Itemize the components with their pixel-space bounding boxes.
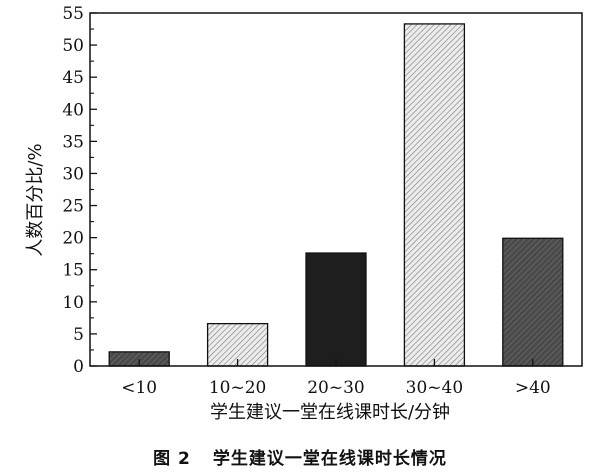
bar-3 xyxy=(403,23,466,367)
figure-title: 学生建议一堂在线课时长情况 xyxy=(212,449,447,469)
x-tick-label: 10~20 xyxy=(209,378,267,398)
y-tick-label: 35 xyxy=(62,132,84,152)
x-tick-label: 30~40 xyxy=(406,378,464,398)
bar-2 xyxy=(305,252,367,367)
bar-4 xyxy=(502,237,564,367)
y-tick-label: 50 xyxy=(62,36,84,56)
figure-number: 图 2 xyxy=(153,449,191,469)
y-tick-label: 55 xyxy=(62,4,84,24)
y-axis-label: 人数百分比/% xyxy=(25,143,46,256)
y-tick-label: 40 xyxy=(62,100,84,120)
x-tick-label: 20~30 xyxy=(307,378,365,398)
y-tick-label: 30 xyxy=(62,164,84,184)
x-axis-label: 学生建议一堂在线课时长/分钟 xyxy=(210,402,450,423)
y-tick-label: 15 xyxy=(62,261,84,281)
y-tick-label: 20 xyxy=(62,229,84,249)
y-tick-label: 10 xyxy=(62,293,84,313)
y-tick-label: 0 xyxy=(73,357,84,377)
y-tick-label: 45 xyxy=(62,68,84,88)
x-tick-label: <10 xyxy=(121,378,157,398)
bar-chart: 0 5 10 15 20 25 30 35 40 45 50 55 <10 10~20 20~30 30~40… xyxy=(25,4,583,423)
figure-caption: 图 2 学生建议一堂在线课时长情况 xyxy=(0,444,600,469)
y-tick-label: 5 xyxy=(73,325,84,345)
y-tick-label: 25 xyxy=(62,197,84,217)
bar-1 xyxy=(206,322,269,367)
x-tick-label: >40 xyxy=(515,378,551,398)
